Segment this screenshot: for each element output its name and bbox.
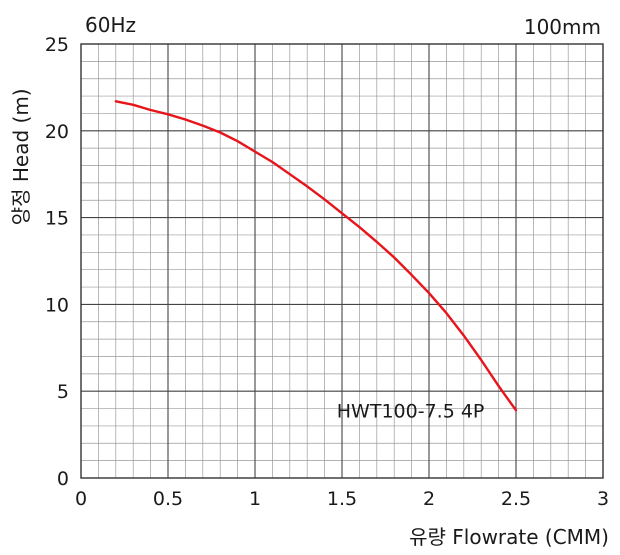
series-label: HWT100-7.5 4P <box>337 400 485 422</box>
x-axis-label: 유량 Flowrate (CMM) <box>409 525 609 549</box>
x-tick-label: 2 <box>423 488 435 510</box>
y-tick-label: 15 <box>45 208 69 230</box>
plot-frame <box>80 43 604 479</box>
x-tick-label: 1.5 <box>327 488 357 510</box>
y-axis-label: 양정 Head (m) <box>9 88 33 225</box>
frequency-label: 60Hz <box>85 13 136 37</box>
y-tick-label: 10 <box>45 294 69 316</box>
major-grid <box>81 44 603 478</box>
x-tick-label: 1 <box>249 488 261 510</box>
y-tick-label: 25 <box>45 34 69 56</box>
y-tick-label: 0 <box>57 468 69 490</box>
x-axis-ticks: 0 0.5 1 1.5 2 2.5 3 <box>75 488 609 510</box>
y-tick-label: 5 <box>57 381 69 403</box>
y-tick-label: 20 <box>45 121 69 143</box>
x-tick-label: 3 <box>597 488 609 510</box>
series-line-head-curve <box>114 100 518 412</box>
x-tick-label: 2.5 <box>501 488 531 510</box>
pipe-size-label: 100mm <box>524 15 601 39</box>
x-tick-label: 0.5 <box>153 488 183 510</box>
y-axis-ticks: 0 5 10 15 20 25 <box>45 34 69 490</box>
x-tick-label: 0 <box>75 488 87 510</box>
